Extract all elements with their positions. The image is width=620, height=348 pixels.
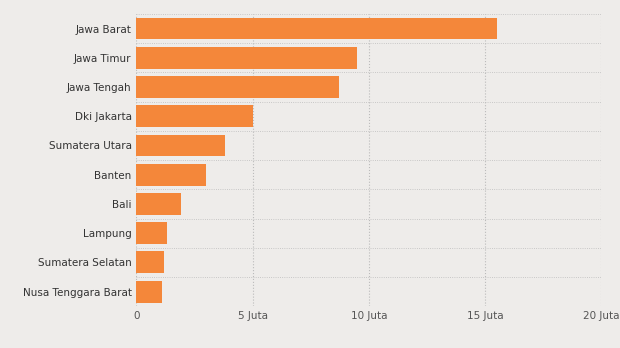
Bar [136,164,206,186]
Bar [136,222,167,244]
Bar [136,193,180,215]
Bar [136,251,164,274]
Bar [136,18,497,39]
Bar [136,134,224,157]
Bar [136,47,357,69]
Bar [136,105,253,127]
Bar [136,76,339,98]
Bar [136,280,162,302]
